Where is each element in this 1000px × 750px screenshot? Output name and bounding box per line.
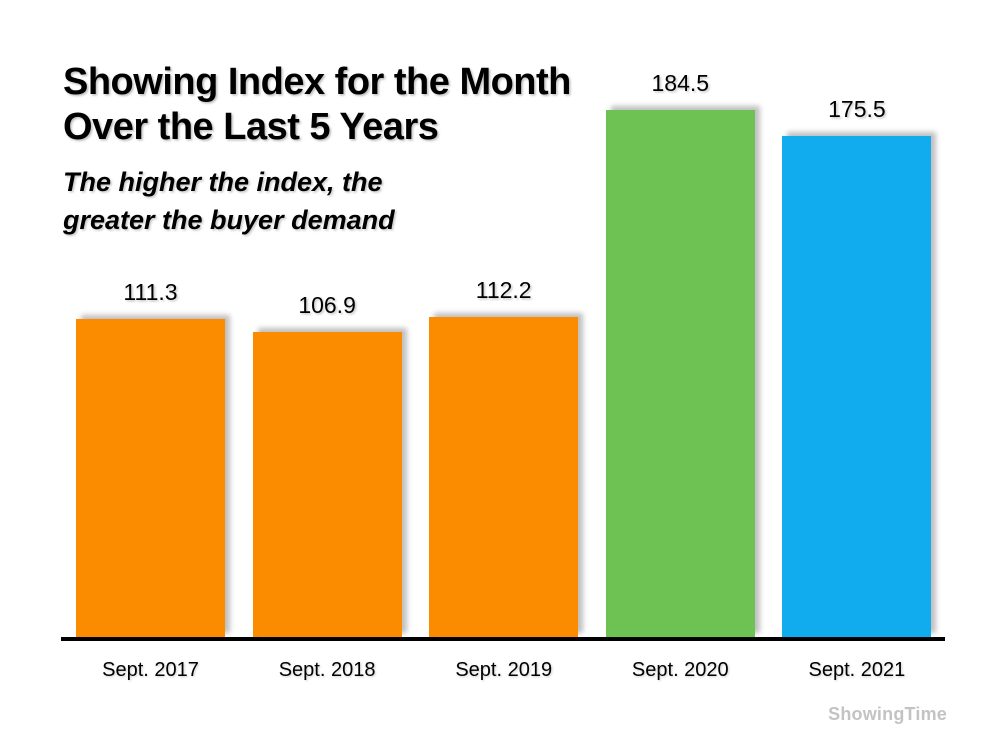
bar-value-label: 175.5 (828, 96, 886, 122)
showingtime-watermark: ShowingTime (828, 704, 947, 724)
bar-column: 175.5 (782, 96, 932, 637)
bar-column: 112.2 (429, 277, 579, 637)
x-axis-line (61, 637, 945, 641)
chart-subtitle: The higher the index, the greater the bu… (63, 163, 395, 239)
bar-value-label: 112.2 (475, 277, 532, 303)
chart-title-line-2: Over the Last 5 Years (63, 106, 439, 148)
bar-column: 184.5 (605, 70, 755, 637)
category-label: Sept. 2020 (631, 659, 729, 681)
bar-value-label: 184.5 (651, 70, 710, 96)
bar (782, 136, 932, 637)
bar-value-label: 106.9 (298, 292, 356, 318)
bar-column: 111.3 (76, 279, 225, 637)
category-label: Sept. 2017 (102, 659, 199, 681)
bar (76, 319, 225, 637)
bar-value-label: 111.3 (123, 279, 178, 305)
bar (252, 332, 402, 637)
chart-title: Showing Index for the Month Over the Las… (63, 60, 571, 150)
chart-subtitle-line-2: greater the buyer demand (63, 205, 395, 235)
bar-column: 106.9 (252, 292, 402, 637)
chart-subtitle-line-1: The higher the index, the (63, 167, 383, 197)
bar (605, 110, 755, 637)
bar (429, 317, 579, 637)
category-label: Sept. 2019 (455, 659, 553, 681)
category-label: Sept. 2021 (808, 659, 906, 681)
category-label: Sept. 2018 (278, 659, 376, 681)
chart-title-line-1: Showing Index for the Month (63, 61, 571, 103)
